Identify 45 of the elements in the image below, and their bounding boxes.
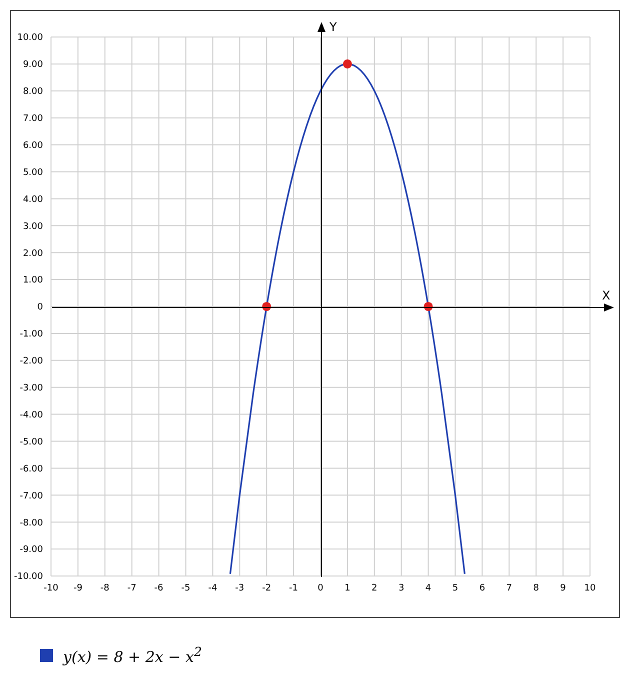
- y-tick-label: -7.00: [20, 491, 44, 502]
- y-tick-label: 10.00: [17, 33, 44, 44]
- y-tick-label: 1.00: [22, 276, 44, 286]
- y-tick-label: -10.00: [14, 572, 44, 582]
- x-tick-label: 2: [372, 583, 378, 594]
- y-tick-label: 2.00: [22, 248, 44, 259]
- x-tick-label: -2: [262, 583, 272, 594]
- x-tick-label: -6: [154, 583, 164, 594]
- x-tick-label: 5: [452, 583, 458, 594]
- x-tick-label: 4: [425, 583, 432, 594]
- x-tick-label: 8: [533, 583, 540, 594]
- x-tick-label: 3: [398, 583, 404, 594]
- y-tick-label: 6.00: [22, 140, 44, 151]
- y-tick-label: -8.00: [20, 518, 44, 528]
- x-tick-label: 10: [584, 583, 596, 594]
- y-tick-label: -6.00: [20, 464, 44, 474]
- x-tick-label: -1: [289, 583, 298, 594]
- y-tick-label: 5.00: [22, 168, 44, 178]
- y-tick-label: -4.00: [20, 410, 44, 420]
- x-tick-label: -3: [235, 583, 244, 594]
- y-tick-label: 8.00: [22, 87, 44, 98]
- x-tick-label: 9: [560, 583, 566, 594]
- y-tick-label: 9.00: [22, 60, 44, 70]
- x-tick-label: -5: [181, 583, 190, 594]
- x-tick-label: -10: [44, 583, 59, 594]
- y-tick-label: 0: [37, 302, 44, 313]
- y-tick-label: -5.00: [20, 437, 44, 448]
- x-tick-label: -7: [127, 583, 136, 594]
- y-axis-title: Y: [328, 20, 338, 34]
- y-tick-label: -2.00: [20, 356, 44, 367]
- y-tick-label: 4.00: [22, 194, 44, 205]
- y-tick-label: 7.00: [22, 114, 44, 124]
- x-tick-label: -9: [73, 583, 83, 594]
- y-tick-label: -1.00: [20, 330, 44, 340]
- x-tick-label: -4: [208, 583, 218, 594]
- y-tick-label: -9.00: [20, 545, 44, 556]
- y-tick-label: -3.00: [20, 384, 44, 394]
- x-tick-label: 1: [344, 583, 350, 594]
- x-axis-title: X: [602, 288, 610, 302]
- y-tick-label: 3.00: [22, 222, 44, 232]
- x-tick-label: 0: [318, 583, 324, 594]
- x-tick-label: 7: [506, 583, 512, 594]
- x-tick-label: 6: [479, 583, 486, 594]
- legend-label: y(x) = 8 + 2x − x$^{2}$: [63, 644, 202, 666]
- x-tick-label: -8: [100, 583, 110, 594]
